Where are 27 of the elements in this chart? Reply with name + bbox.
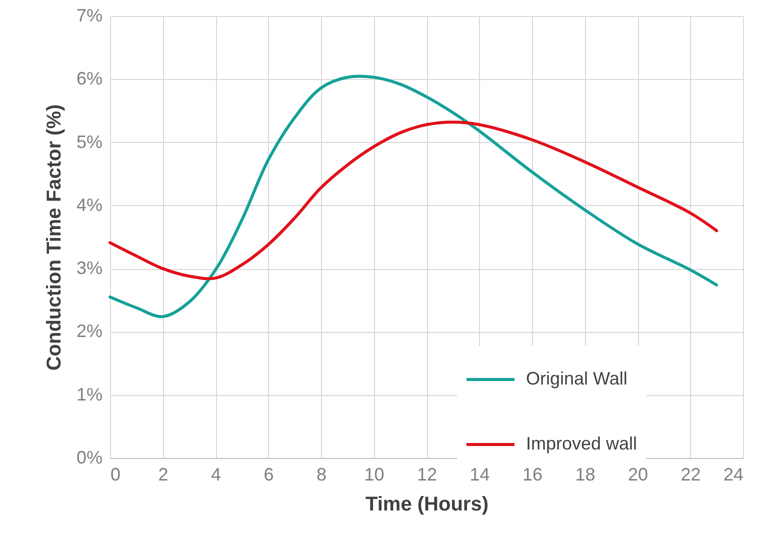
x-tick-label: 8 (316, 464, 327, 484)
x-tick-label: 0 (110, 464, 121, 484)
x-tick-label: 16 (522, 464, 543, 484)
x-tick-label: 18 (575, 464, 596, 484)
y-tick-label: 0% (76, 448, 102, 468)
x-tick-label: 22 (680, 464, 701, 484)
x-tick-label: 14 (470, 464, 490, 484)
line-series (108, 74, 718, 318)
y-tick-label: 2% (76, 321, 102, 342)
y-tick-label: 5% (76, 132, 102, 152)
x-tick-label: 12 (416, 464, 438, 484)
legend-label: Improved wall (526, 434, 638, 454)
line-series (108, 120, 718, 280)
x-tick-label: 20 (628, 464, 648, 484)
y-tick-label: 7% (76, 6, 102, 26)
legend-label: Original Wall (526, 368, 628, 388)
y-tick-label: 6% (76, 68, 102, 89)
x-tick-label: 10 (364, 464, 384, 484)
y-tick-label: 3% (76, 258, 102, 278)
x-axis-title: Time (Hours) (366, 494, 488, 516)
x-tick-label: 24 (723, 464, 744, 484)
y-tick-label: 1% (76, 384, 102, 404)
y-axis-title: Conduction Time Factor (%) (43, 104, 66, 371)
x-tick-label: 2 (158, 464, 168, 484)
x-tick-label: 6 (264, 464, 274, 484)
y-tick-label: 4% (76, 194, 102, 215)
x-tick-label: 4 (210, 464, 222, 484)
